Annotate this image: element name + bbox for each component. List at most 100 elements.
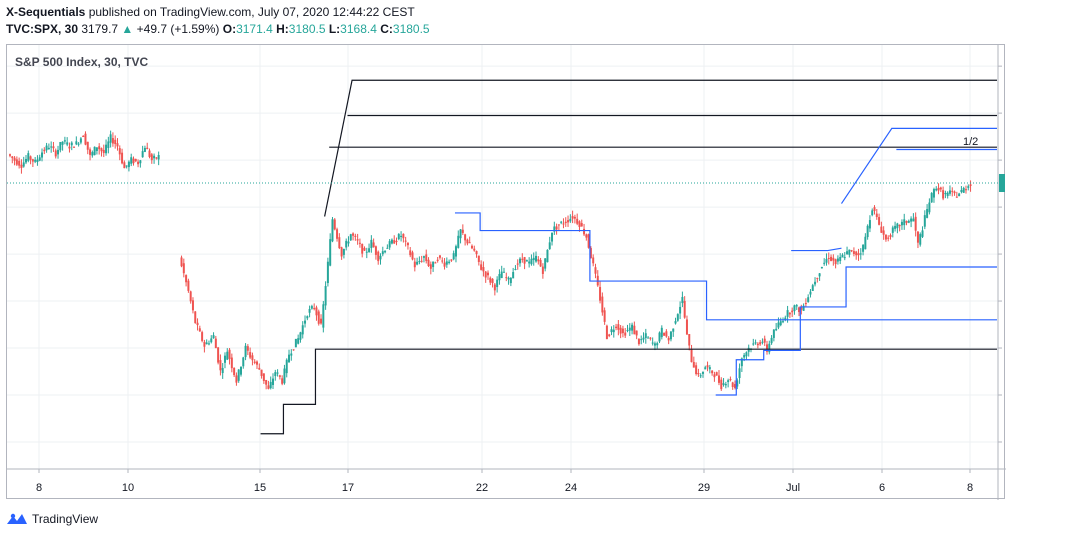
- candle-body: [896, 223, 899, 229]
- time-tick-label: Jul: [786, 482, 800, 494]
- candle-body: [887, 237, 890, 239]
- candle-body: [839, 256, 842, 261]
- candle-body: [576, 218, 579, 224]
- candle-body: [384, 250, 387, 253]
- candle-body: [683, 300, 686, 318]
- candle-body: [372, 242, 375, 248]
- candle-body: [448, 261, 451, 263]
- candle-body: [146, 147, 149, 150]
- time-tick-label: 8: [967, 482, 973, 494]
- candle-body: [969, 184, 972, 186]
- candle-body: [537, 259, 540, 262]
- candle-body: [507, 277, 510, 280]
- candle-body: [45, 145, 48, 151]
- candle-body: [54, 150, 57, 157]
- candle-body: [141, 151, 144, 158]
- candle-body: [155, 157, 158, 159]
- low-label: L:: [328, 22, 341, 36]
- candle-body: [914, 216, 917, 231]
- candle-body: [20, 164, 23, 168]
- candle-body: [43, 149, 46, 152]
- candle-body: [603, 310, 606, 322]
- footer-brand[interactable]: TradingView: [32, 512, 99, 526]
- candle-body: [315, 307, 318, 316]
- candle-body: [310, 306, 313, 309]
- candle-body: [395, 240, 398, 242]
- candle-body: [400, 235, 403, 237]
- candle-body: [656, 343, 659, 346]
- candle-body: [948, 190, 951, 194]
- candle-body: [514, 269, 517, 271]
- candle-body: [116, 143, 119, 147]
- candle-body: [541, 266, 544, 274]
- candle-body: [109, 134, 112, 143]
- author-name[interactable]: X-Sequentials: [6, 5, 86, 19]
- candle-body: [708, 367, 711, 370]
- chart-frame[interactable]: 2960.03000.03040.03080.03120.03160.03200…: [6, 44, 1006, 500]
- publish-line: X-Sequentials published on TradingView.c…: [6, 4, 1066, 21]
- candle-body: [292, 349, 295, 351]
- change-text: +49.7 (+1.59%): [136, 22, 220, 36]
- candle-body: [610, 329, 613, 333]
- candle-body: [768, 343, 771, 353]
- candle-body: [308, 309, 311, 313]
- candle-body: [647, 337, 650, 339]
- candle-body: [631, 324, 634, 331]
- candle-body: [580, 223, 583, 227]
- candle-body: [269, 381, 272, 389]
- candle-body: [772, 329, 775, 338]
- candle-body: [79, 138, 82, 143]
- candle-body: [66, 142, 69, 145]
- candle-body: [374, 246, 377, 255]
- candle-body: [585, 234, 588, 238]
- candle-body: [413, 261, 416, 268]
- candle-body: [871, 210, 874, 216]
- candle-body: [916, 231, 919, 243]
- candle-body: [454, 246, 457, 257]
- candle-body: [788, 312, 791, 315]
- candle-body: [800, 307, 803, 310]
- candle-body: [836, 258, 839, 262]
- candle-body: [239, 366, 242, 375]
- price-chart[interactable]: 2960.03000.03040.03080.03120.03160.03200…: [7, 45, 1006, 500]
- candle-body: [711, 370, 714, 374]
- high-label: H:: [276, 22, 289, 36]
- candle-body: [491, 278, 494, 284]
- candle-body: [242, 357, 245, 367]
- candle-body: [795, 305, 798, 307]
- chart-header: X-Sequentials published on TradingView.c…: [6, 4, 1066, 40]
- candle-body: [731, 382, 734, 388]
- candle-body: [729, 378, 732, 381]
- candle-body: [9, 154, 11, 156]
- candle-body: [775, 328, 778, 331]
- candle-body: [434, 262, 437, 264]
- candle-body: [601, 296, 604, 313]
- candle-body: [365, 251, 368, 253]
- candle-body: [477, 255, 480, 262]
- candle-body: [137, 161, 140, 165]
- candle-body: [276, 372, 279, 374]
- footer: TradingView: [6, 509, 98, 529]
- candle-body: [811, 285, 814, 291]
- candle-body: [194, 311, 197, 324]
- candle-body: [331, 219, 334, 242]
- candle-body: [294, 338, 297, 348]
- candle-body: [416, 261, 419, 265]
- candle-body: [187, 280, 190, 291]
- candle-body: [411, 252, 414, 260]
- candle-body: [900, 221, 903, 226]
- last-price-text: 3179.7: [81, 22, 119, 36]
- candle-body: [903, 219, 906, 226]
- candle-body: [864, 236, 867, 250]
- candle-body: [528, 261, 531, 264]
- candle-body: [326, 261, 329, 284]
- candle-body: [418, 261, 421, 263]
- candle-body: [15, 159, 18, 165]
- candle-body: [148, 150, 151, 157]
- time-tick-label: 8: [36, 482, 42, 494]
- open-value: 3171.4: [236, 22, 273, 36]
- candle-body: [763, 338, 766, 343]
- candle-body: [679, 306, 682, 314]
- candle-body: [420, 260, 423, 262]
- candle-body: [22, 162, 25, 167]
